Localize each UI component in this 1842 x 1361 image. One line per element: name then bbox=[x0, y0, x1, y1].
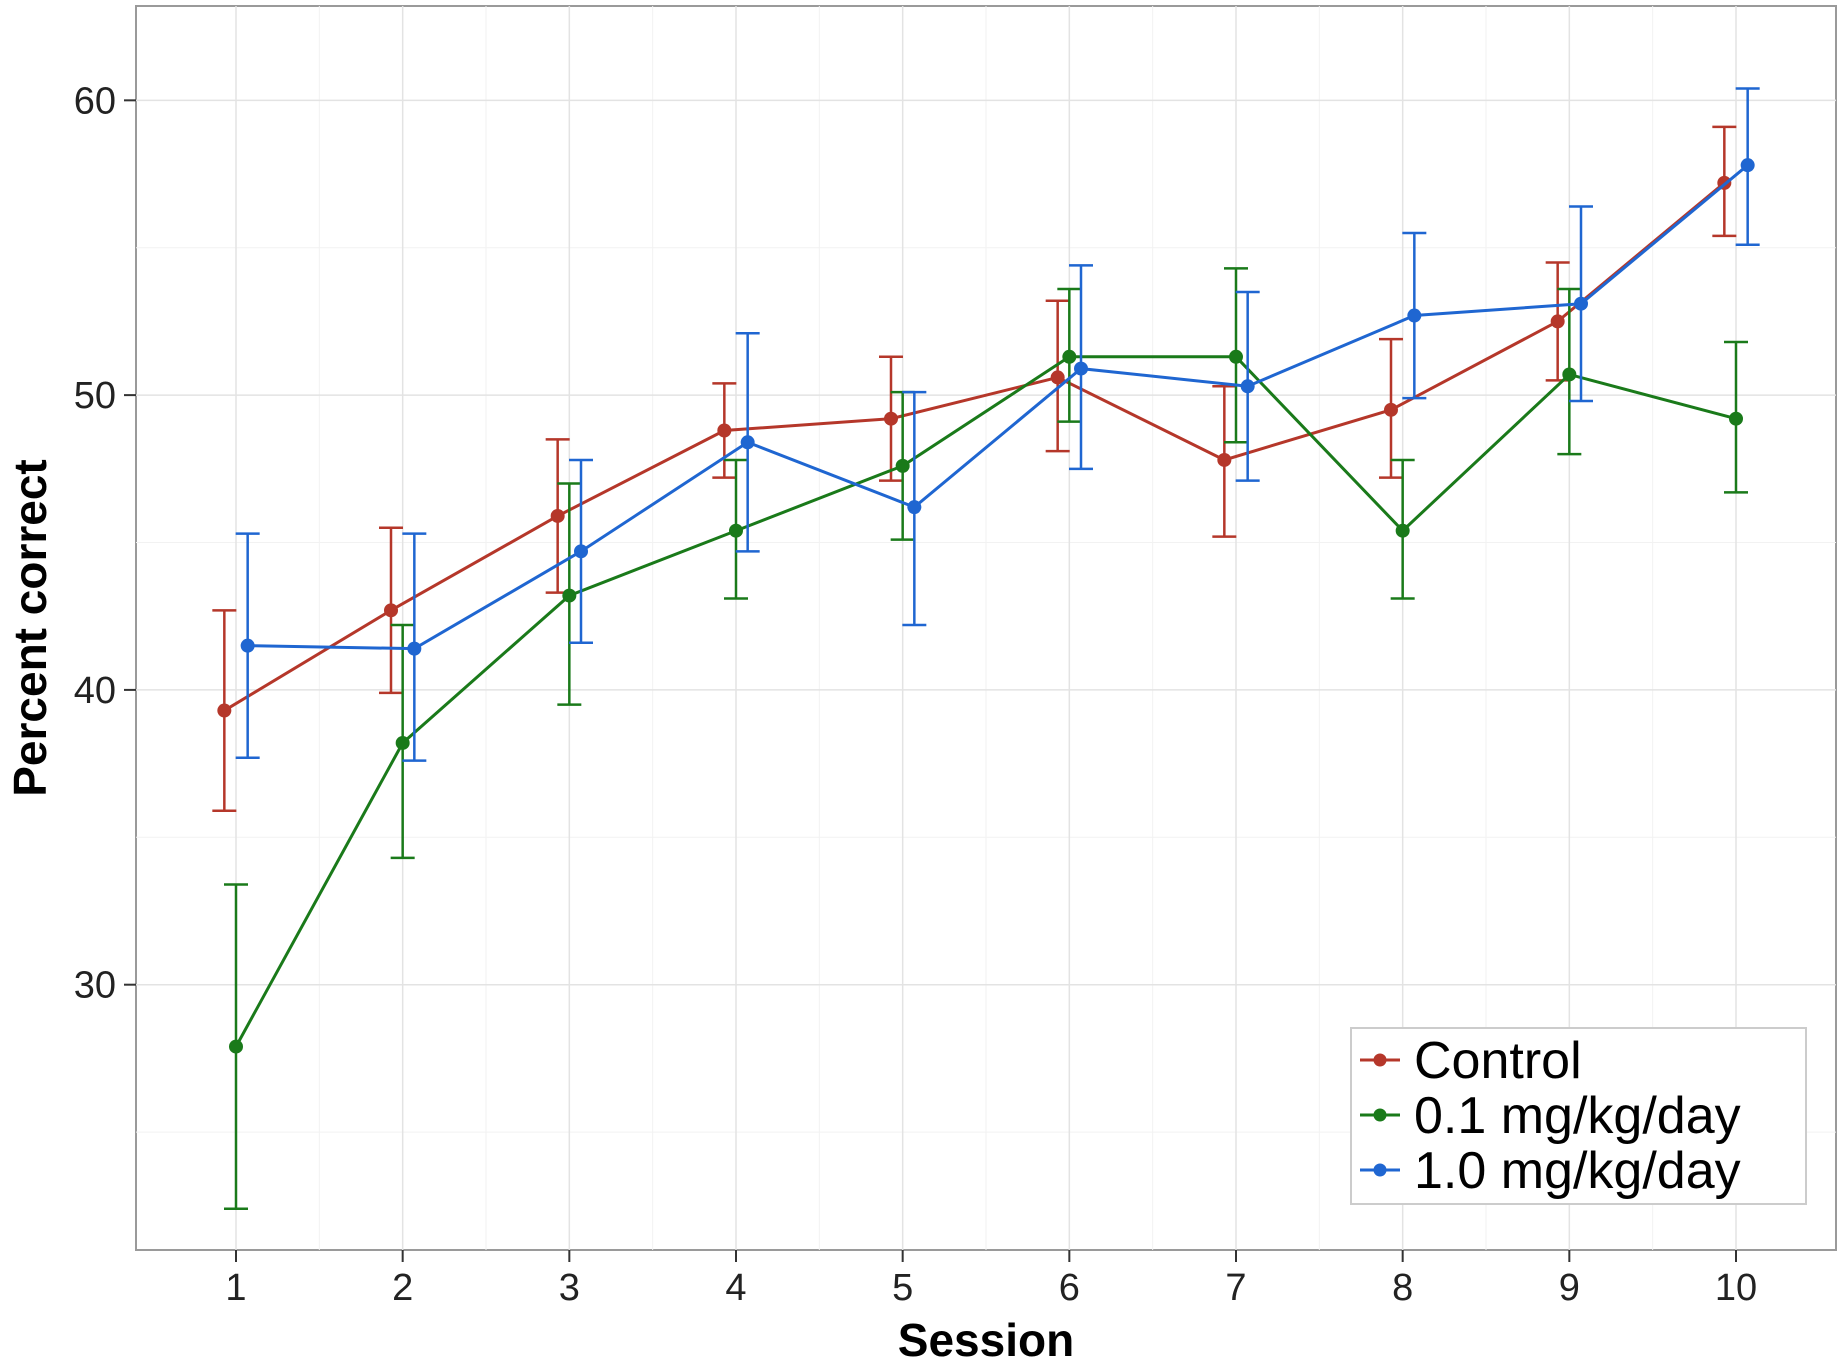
data-point bbox=[740, 435, 755, 450]
axes: 30 40 50 60 1 2 3 4 5 6 7 8 9 10 bbox=[74, 80, 1757, 1309]
series-line bbox=[223, 181, 1726, 712]
data-point bbox=[1062, 349, 1077, 364]
data-point bbox=[574, 544, 588, 559]
legend-label: 1.0 mg/kg/day bbox=[1414, 1142, 1741, 1200]
data-point bbox=[1550, 314, 1565, 329]
data-point bbox=[1395, 523, 1410, 538]
x-tick-label: 6 bbox=[1059, 1267, 1080, 1309]
y-tick-label: 50 bbox=[74, 375, 116, 417]
legend-item-1: Control bbox=[1360, 1032, 1582, 1090]
data-point bbox=[550, 508, 565, 523]
data-point bbox=[1229, 349, 1243, 364]
data-point bbox=[729, 523, 743, 538]
data-point bbox=[217, 703, 232, 718]
series-line bbox=[234, 355, 1737, 1048]
data-point bbox=[884, 411, 898, 426]
legend-item-2: 0.1 mg/kg/day bbox=[1360, 1087, 1741, 1145]
legend-item-3: 1.0 mg/kg/day bbox=[1360, 1142, 1741, 1200]
legend-point bbox=[1373, 1053, 1387, 1067]
x-tick-label: 4 bbox=[725, 1267, 746, 1309]
x-tick-label: 2 bbox=[392, 1267, 413, 1309]
data-point bbox=[1240, 379, 1255, 394]
x-tick-label: 10 bbox=[1715, 1267, 1757, 1309]
x-tick-label: 3 bbox=[559, 1267, 580, 1309]
data-point bbox=[1217, 452, 1232, 467]
data-point bbox=[907, 500, 922, 515]
y-tick-label: 60 bbox=[74, 80, 116, 122]
y-tick-label: 40 bbox=[74, 670, 116, 712]
series-line bbox=[247, 164, 1749, 651]
data-point bbox=[717, 423, 732, 438]
x-tick-label: 9 bbox=[1559, 1267, 1580, 1309]
data-point bbox=[384, 603, 398, 618]
data-point bbox=[1740, 158, 1755, 173]
data-point bbox=[395, 735, 410, 750]
x-tick-label: 8 bbox=[1392, 1267, 1413, 1309]
data-point bbox=[562, 588, 577, 603]
legend-point bbox=[1373, 1108, 1387, 1122]
x-tick-label: 1 bbox=[225, 1267, 246, 1309]
data-point bbox=[895, 458, 910, 473]
data-point bbox=[1384, 402, 1398, 417]
legend-box bbox=[1350, 1027, 1807, 1205]
y-axis-title: Percent correct bbox=[4, 459, 56, 797]
y-tick-label: 30 bbox=[74, 965, 116, 1007]
data-point bbox=[1074, 361, 1088, 376]
legend-label: Control bbox=[1414, 1032, 1582, 1090]
data-point bbox=[1574, 296, 1588, 311]
data-point bbox=[1562, 367, 1577, 382]
legend-label: 0.1 mg/kg/day bbox=[1414, 1087, 1741, 1145]
data-point bbox=[240, 638, 255, 653]
data-point bbox=[229, 1039, 243, 1054]
legend-point bbox=[1373, 1163, 1387, 1177]
series-layer bbox=[212, 87, 1760, 1210]
series-1 bbox=[212, 125, 1737, 813]
series-2 bbox=[224, 267, 1748, 1210]
x-axis-title: Session bbox=[898, 1314, 1074, 1361]
data-point bbox=[1729, 411, 1743, 426]
series-3 bbox=[235, 87, 1760, 762]
x-tick-label: 7 bbox=[1225, 1267, 1246, 1309]
data-point bbox=[1407, 308, 1422, 323]
data-point bbox=[407, 641, 422, 656]
data-point bbox=[1050, 370, 1065, 385]
x-tick-label: 5 bbox=[892, 1267, 913, 1309]
